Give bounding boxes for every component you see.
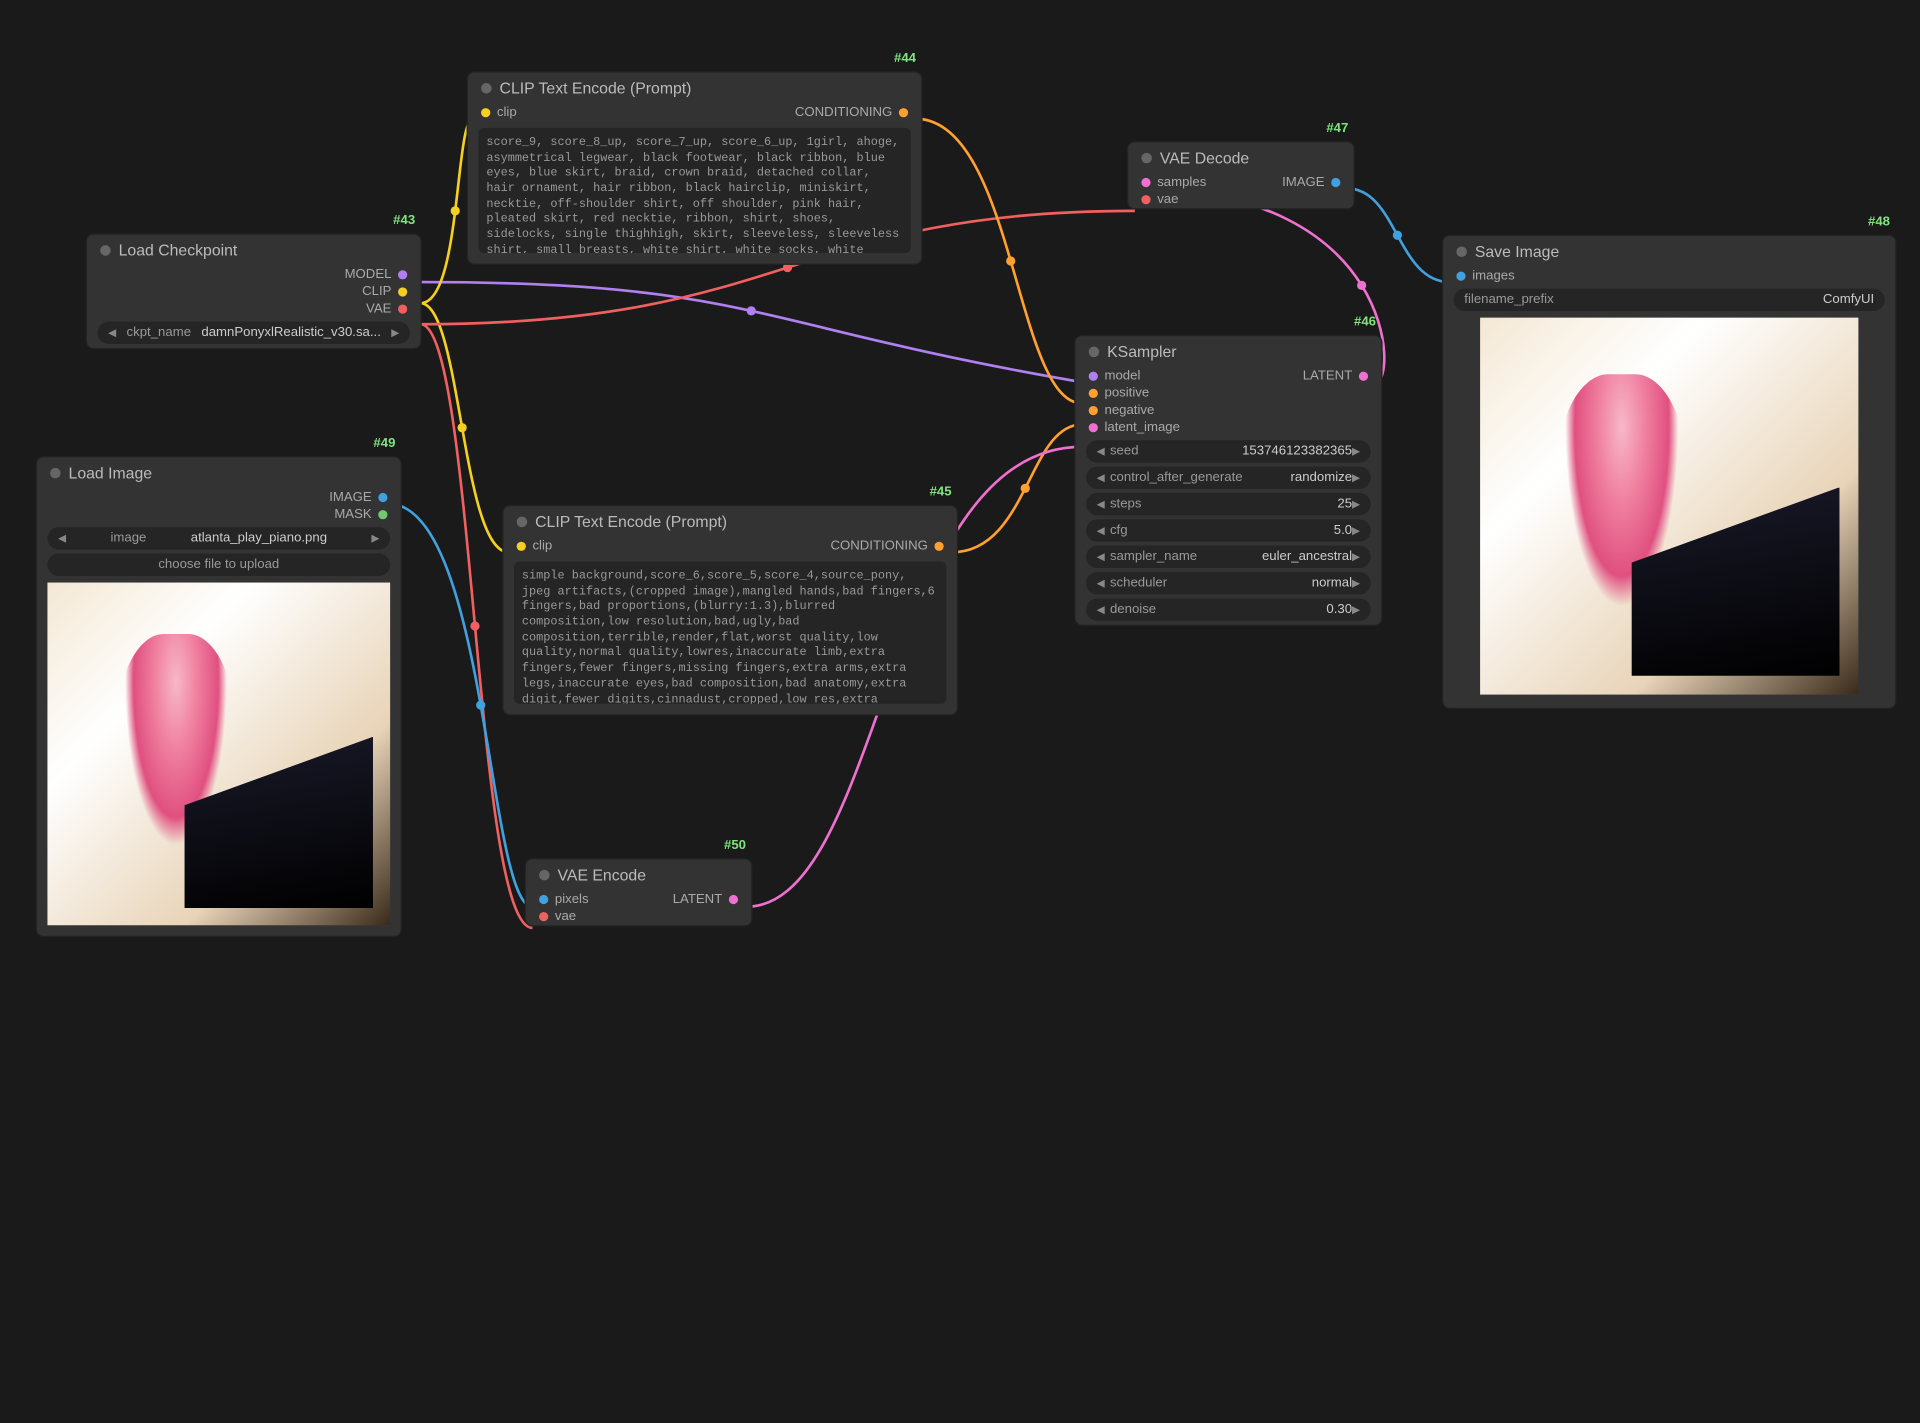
output-latent: LATENT [1303, 369, 1368, 383]
widget-control_after_generate[interactable]: ◀control_after_generaterandomize▶ [1086, 467, 1371, 489]
upload-button[interactable]: choose file to upload [47, 554, 390, 576]
node-title: Save Image [1443, 236, 1895, 268]
widget-denoise[interactable]: ◀denoise0.30▶ [1086, 598, 1371, 620]
input-clip: clip [517, 539, 553, 553]
node-title: CLIP Text Encode (Prompt) [503, 506, 956, 538]
arrow-left-icon[interactable]: ◀ [108, 327, 116, 339]
output-image: IMAGE [329, 490, 387, 504]
output-conditioning: CONDITIONING [795, 105, 908, 119]
node-load-checkpoint[interactable]: #43 Load Checkpoint MODEL CLIP VAE ◀ ckp… [86, 233, 422, 349]
filename-prefix-widget[interactable]: filename_prefixComfyUI [1454, 289, 1885, 311]
node-title: CLIP Text Encode (Prompt) [468, 72, 921, 104]
node-id-badge: #49 [373, 436, 395, 450]
node-title: Load Checkpoint [87, 235, 420, 267]
node-vae-encode[interactable]: #50 VAE Encode pixels LATENT vae [525, 858, 753, 927]
widget-steps[interactable]: ◀steps25▶ [1086, 493, 1371, 515]
node-id-badge: #48 [1868, 215, 1890, 229]
input-images: images [1456, 269, 1514, 283]
input-clip: clip [481, 105, 517, 119]
output-model: MODEL [345, 268, 408, 282]
arrow-right-icon[interactable]: ▶ [391, 327, 399, 339]
output-clip: CLIP [362, 285, 407, 299]
output-latent: LATENT [673, 892, 738, 906]
output-image-preview [1480, 318, 1858, 695]
node-id-badge: #46 [1354, 315, 1376, 329]
input-negative: negative [1089, 403, 1155, 417]
input-pixels: pixels [539, 892, 589, 906]
input-model: model [1089, 369, 1141, 383]
widget-sampler_name[interactable]: ◀sampler_nameeuler_ancestral▶ [1086, 546, 1371, 568]
widget-cfg[interactable]: ◀cfg5.0▶ [1086, 519, 1371, 541]
node-id-badge: #44 [894, 51, 916, 65]
node-title: VAE Encode [526, 859, 751, 891]
output-conditioning: CONDITIONING [830, 539, 943, 553]
node-save-image[interactable]: #48 Save Image images filename_prefixCom… [1442, 235, 1897, 709]
node-id-badge: #43 [393, 214, 415, 228]
output-mask: MASK [334, 507, 387, 521]
node-id-badge: #50 [724, 838, 746, 852]
node-title: Load Image [37, 457, 401, 489]
preview-image [47, 583, 390, 926]
widget-scheduler[interactable]: ◀schedulernormal▶ [1086, 572, 1371, 594]
image-file-widget[interactable]: ◀ image atlanta_play_piano.png ▶ [47, 527, 390, 549]
node-id-badge: #47 [1326, 121, 1348, 135]
node-ksampler[interactable]: #46 KSampler modelLATENT positive negati… [1074, 335, 1382, 626]
node-clip-text-encode-negative[interactable]: #45 CLIP Text Encode (Prompt) clip CONDI… [502, 505, 958, 716]
input-latent-image: latent_image [1089, 420, 1180, 434]
node-clip-text-encode-positive[interactable]: #44 CLIP Text Encode (Prompt) clip CONDI… [467, 71, 923, 265]
input-positive: positive [1089, 386, 1150, 400]
node-title: VAE Decode [1128, 142, 1353, 174]
node-id-badge: #45 [930, 485, 952, 499]
input-vae: vae [539, 909, 576, 923]
node-load-image[interactable]: #49 Load Image IMAGE MASK ◀ image atlant… [36, 456, 402, 937]
input-samples: samples [1141, 175, 1206, 189]
output-image: IMAGE [1282, 175, 1340, 189]
output-vae: VAE [366, 302, 407, 316]
node-title: KSampler [1075, 336, 1381, 368]
node-vae-decode[interactable]: #47 VAE Decode samplesIMAGE vae [1127, 141, 1355, 210]
ckpt-name-widget[interactable]: ◀ ckpt_name damnPonyxlRealistic_v30.sa..… [98, 322, 410, 344]
widget-seed[interactable]: ◀seed153746123382365▶ [1086, 440, 1371, 462]
prompt-textarea[interactable]: score_9, score_8_up, score_7_up, score_6… [478, 128, 910, 253]
input-vae: vae [1141, 192, 1178, 206]
prompt-textarea[interactable]: simple background,score_6,score_5,score_… [514, 561, 946, 703]
